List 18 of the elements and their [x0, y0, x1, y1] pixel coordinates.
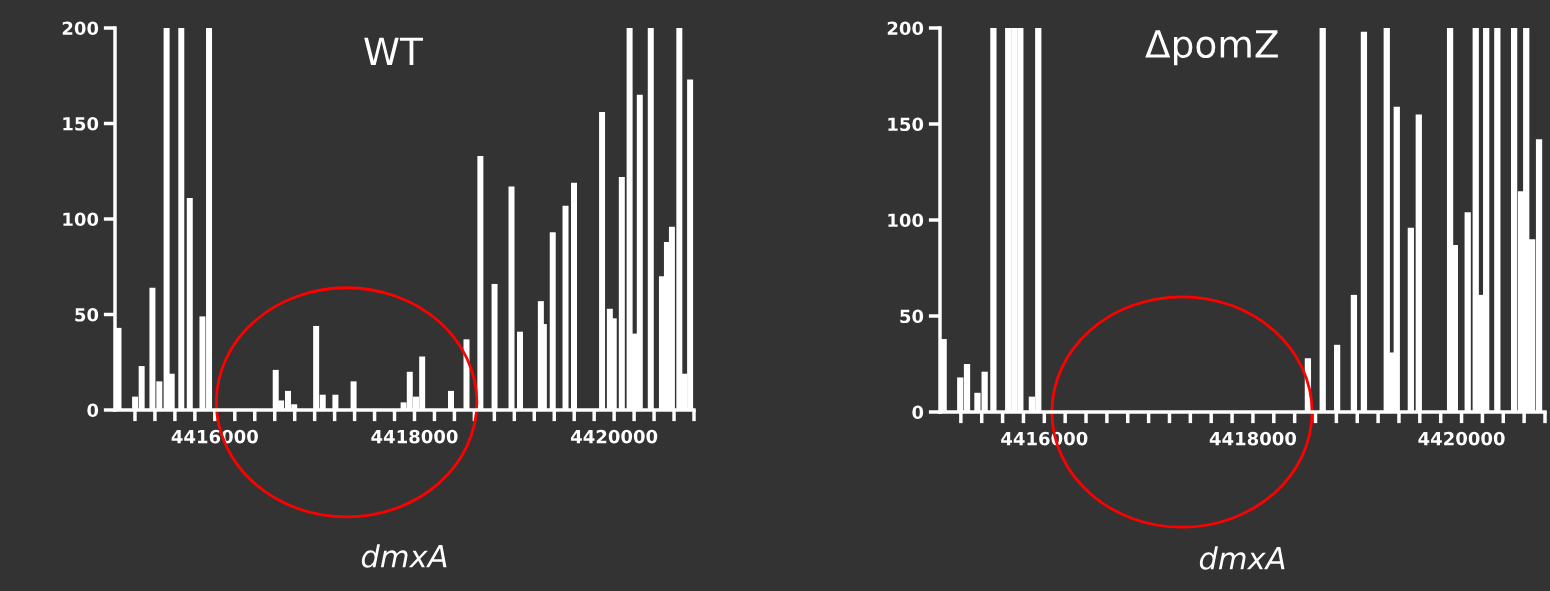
x-tick-label: 4420000 — [570, 429, 658, 444]
y-tick-label: 0 — [87, 403, 99, 418]
y-tick-label: 100 — [63, 212, 99, 227]
y-tick-label: 200 — [887, 21, 924, 36]
x-tick-label: 4418000 — [1209, 431, 1297, 446]
y-tick-label: 50 — [75, 307, 99, 322]
x-tick-label: 4418000 — [371, 429, 458, 444]
y-tick-label: 0 — [912, 405, 924, 420]
chart-title: WT — [364, 37, 424, 66]
x-tick-label: 4420000 — [1418, 431, 1505, 446]
y-tick-label: 50 — [900, 309, 924, 324]
y-tick-label: 150 — [63, 116, 99, 131]
x-axis-title: dmxA — [361, 544, 447, 568]
x-axis-title: dmxA — [1199, 546, 1285, 570]
y-tick-label: 150 — [888, 117, 924, 132]
y-tick-label: 100 — [888, 213, 924, 228]
chart-title: ΔpomZ — [1145, 30, 1278, 66]
y-tick-label: 200 — [62, 21, 99, 36]
